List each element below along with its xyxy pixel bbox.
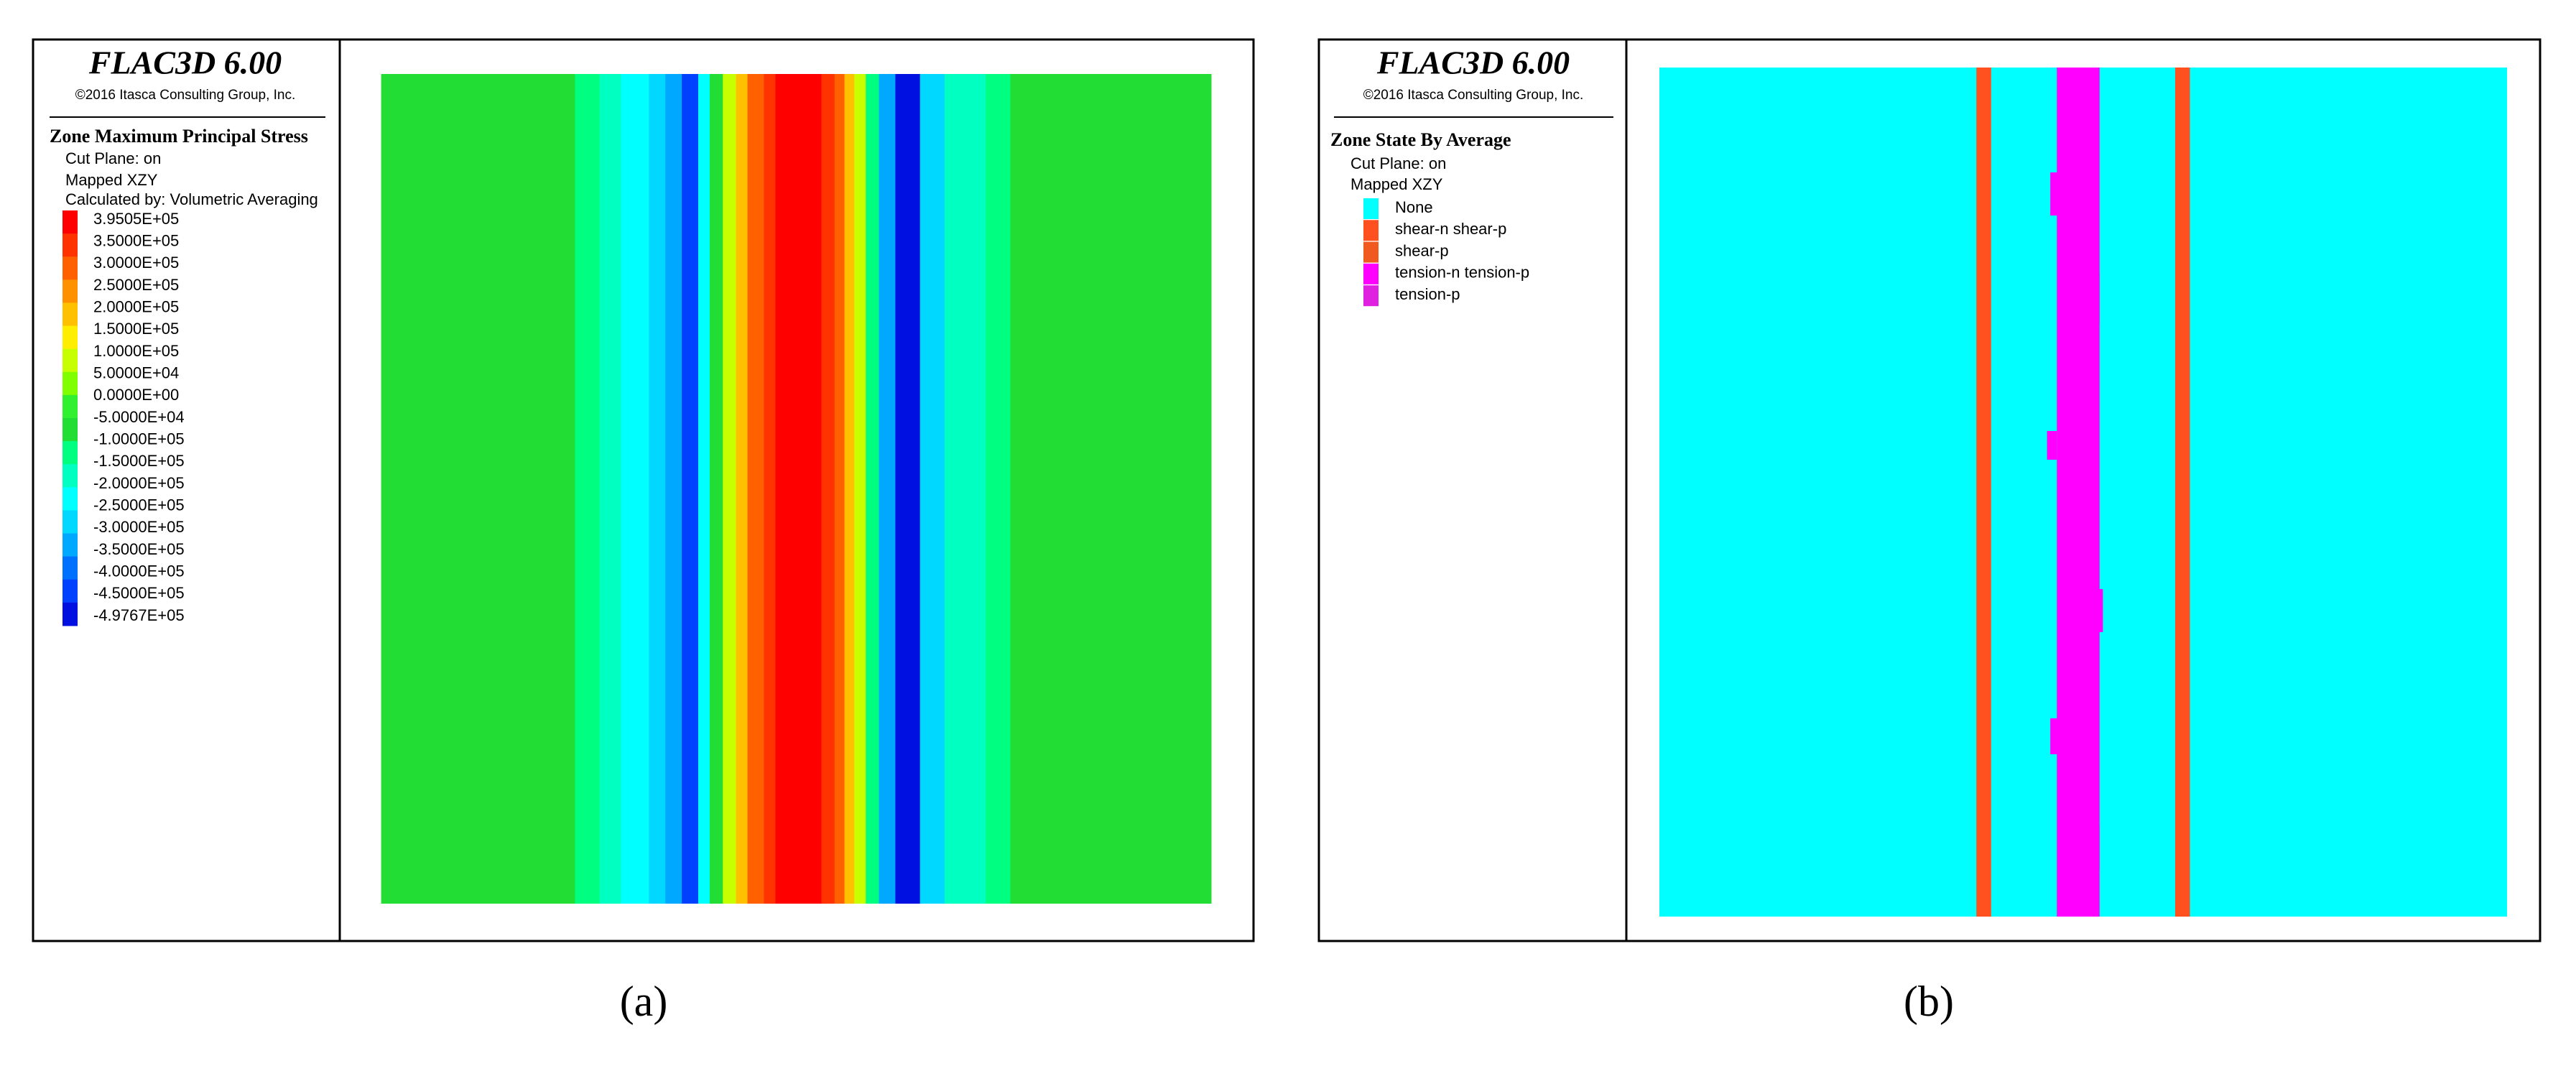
colorbar-label: 3.5000E+05 [93,231,179,249]
contour-band [381,74,576,904]
colorbar-label: -4.9767E+05 [93,606,185,624]
legend-label: tension-n tension-p [1395,264,1529,282]
legend-swatch [1363,263,1379,284]
colorbar-swatch [62,556,78,580]
contour-band [709,74,724,904]
tension-patch [2086,826,2100,869]
contour-band [723,74,737,904]
colorbar-label: 1.0000E+05 [93,342,179,360]
contour-band [1010,74,1212,904]
colorbar-label: -4.5000E+05 [93,584,185,602]
colorbar-label: -2.5000E+05 [93,496,185,514]
copyright: ©2016 Itasca Consulting Group, Inc. [1363,88,1584,103]
contour-band [945,74,987,904]
legend-swatch [1363,285,1379,307]
colorbar-swatch [62,487,78,511]
colorbar-swatch [62,441,78,465]
contour-band [649,74,667,904]
contour-band [682,74,699,904]
tension-patch [2047,431,2057,460]
colorbar-label: -2.0000E+05 [93,474,185,492]
colorbar-swatch [62,348,78,373]
colorbar-swatch [62,371,78,396]
shear-band [2174,68,2190,917]
contour-band [986,74,1011,904]
colorbar-swatch [62,464,78,488]
legend-title: Zone Maximum Principal Stress [50,126,308,147]
legend-line: Mapped XZY [65,171,158,189]
contour-band [854,74,867,904]
shear-band [1976,68,1991,917]
tension-band [2057,68,2100,917]
legend-swatch [1363,220,1379,241]
colorbar-label: 2.0000E+05 [93,297,179,315]
colorbar-swatch [62,533,78,557]
contour-band [599,74,622,904]
contour-band [575,74,601,904]
contour-band [698,74,710,904]
colorbar-swatch [62,394,78,419]
colorbar-label: 3.0000E+05 [93,254,179,272]
colorbar-label: 3.9505E+05 [93,210,179,228]
contour-band [844,74,856,904]
contour-band [919,74,946,904]
contour-band [747,74,765,904]
contour-band [895,74,921,904]
colorbar-swatch [62,233,78,257]
panel-frame [32,38,1255,942]
contour-band [621,74,650,904]
colorbar-swatch [62,579,78,603]
contour-band [879,74,896,904]
colorbar-label: -1.5000E+05 [93,452,185,470]
caption: (b) [1904,978,1954,1025]
colorbar-swatch [62,256,78,280]
colorbar-label: -4.0000E+05 [93,562,185,580]
contour-band [775,74,823,904]
colorbar-label: 0.0000E+00 [93,386,179,404]
legend-label: shear-p [1395,241,1449,259]
colorbar-label: -1.0000E+05 [93,430,185,448]
colorbar-label: 5.0000E+04 [93,363,179,381]
colorbar-label: 1.5000E+05 [93,320,179,338]
tension-patch [2090,273,2100,323]
colorbar-swatch [62,602,78,626]
legend-label: None [1395,198,1433,216]
legend-label: tension-p [1395,285,1460,303]
colorbar-swatch [62,210,78,234]
app-title: FLAC3D 6.00 [1376,45,1570,81]
legend-title: Zone State By Average [1330,129,1511,150]
colorbar-swatch [62,510,78,534]
copyright: ©2016 Itasca Consulting Group, Inc. [75,88,296,103]
contour-band [821,74,835,904]
legend-swatch [1363,241,1379,263]
colorbar-swatch [62,302,78,327]
contour-band [866,74,880,904]
colorbar-label: -3.0000E+05 [93,518,185,536]
colorbar-swatch [62,279,78,303]
tension-patch [2050,718,2060,754]
legend-label: shear-n shear-p [1395,220,1506,238]
contour-band [764,74,777,904]
contour-band [665,74,683,904]
legend-line: Cut Plane: on [65,149,161,167]
colorbar-swatch [62,418,78,442]
contour-band [736,74,749,904]
panel-frame [1317,38,2542,942]
caption: (a) [620,978,668,1025]
tension-patch [2050,172,2060,215]
app-title: FLAC3D 6.00 [88,45,282,81]
contour-band [834,74,845,904]
colorbar-label: -3.5000E+05 [93,540,185,558]
legend-swatch [1363,198,1379,219]
colorbar-label: -5.0000E+04 [93,408,185,426]
legend-line: Cut Plane: on [1350,154,1446,172]
colorbar-label: 2.5000E+05 [93,276,179,294]
colorbar-swatch [62,325,78,350]
tension-patch [2093,589,2103,632]
legend-line: Mapped XZY [1350,175,1443,193]
legend-line: Calculated by: Volumetric Averaging [65,190,318,208]
